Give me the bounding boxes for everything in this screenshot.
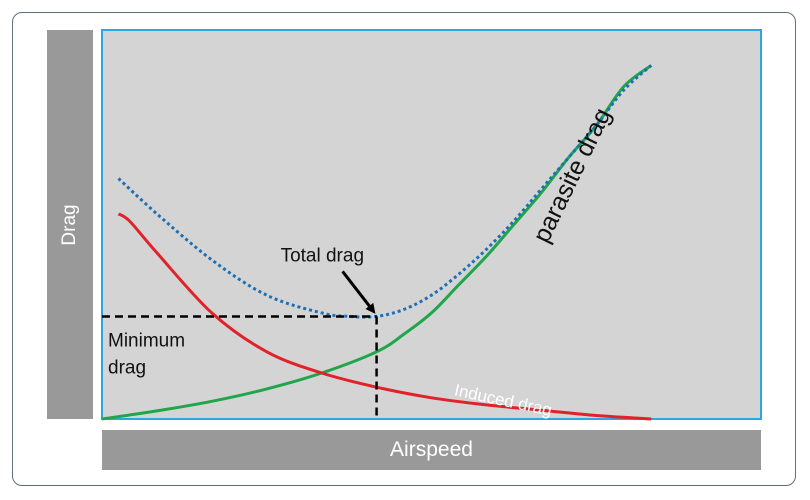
minimum-drag-label-line1: Minimum	[108, 330, 185, 351]
total-drag-label: Total drag	[281, 245, 364, 266]
total-drag-arrow	[341, 270, 376, 314]
x-axis-label-bar: Airspeed	[102, 430, 761, 470]
plot-area	[101, 29, 762, 420]
x-axis-label: Airspeed	[390, 438, 473, 461]
minimum-drag-label-line2: drag	[108, 357, 146, 378]
y-axis-label-bar: Drag	[47, 30, 93, 419]
series-line-induced-drag	[117, 212, 652, 421]
series-line-total-drag	[117, 64, 653, 319]
